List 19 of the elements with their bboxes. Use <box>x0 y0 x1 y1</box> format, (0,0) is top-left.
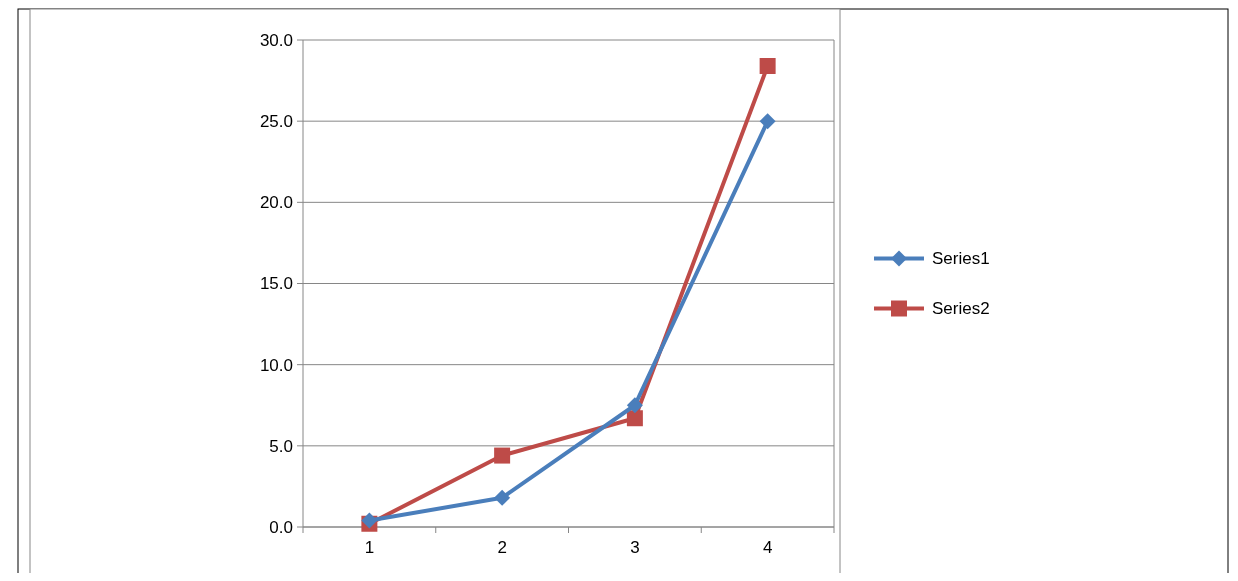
point <box>759 57 776 74</box>
y-tick-label: 5.0 <box>269 436 293 456</box>
point <box>626 410 643 427</box>
point <box>494 447 511 464</box>
y-tick-label: 25.0 <box>259 112 293 132</box>
x-tick-label: 1 <box>364 538 375 557</box>
point <box>759 113 776 130</box>
y-tick-label: 30.0 <box>259 30 293 50</box>
point <box>494 489 511 506</box>
y-tick-label: 0.0 <box>269 517 293 537</box>
legend-label: Series1 <box>932 249 990 269</box>
y-tick-label: 10.0 <box>259 355 293 375</box>
y-tick-label: 15.0 <box>259 274 293 294</box>
point <box>626 397 643 414</box>
legend-label: Series2 <box>932 299 990 319</box>
y-tick-label: 20.0 <box>259 193 293 213</box>
x-tick-label: 4 <box>762 538 773 557</box>
x-tick-label: 3 <box>630 538 640 557</box>
x-tick-label: 2 <box>497 538 507 557</box>
